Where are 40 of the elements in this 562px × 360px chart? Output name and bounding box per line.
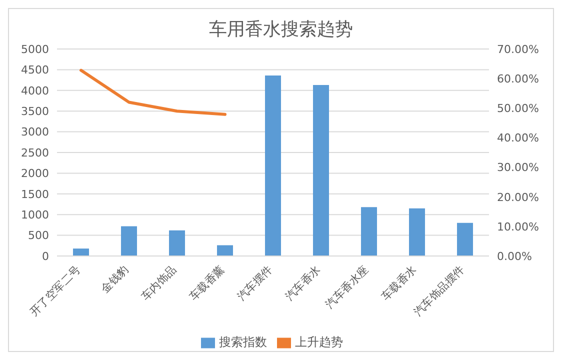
y2-tick-label: 20.00% (497, 190, 539, 204)
y2-tick-label: 70.00% (497, 42, 539, 56)
x-tick-label: 汽车香水座 (323, 262, 372, 312)
bar (121, 226, 137, 256)
y-tick-label: 5000 (21, 42, 49, 56)
bar (265, 75, 281, 256)
y-tick-label: 500 (28, 229, 49, 242)
y-tick-label: 2500 (21, 146, 49, 160)
x-tick-label: 车载香水 (378, 262, 420, 304)
y2-tick-label: 40.00% (497, 132, 539, 145)
bar (313, 85, 329, 256)
y-tick-label: 3500 (21, 105, 49, 118)
bar (457, 222, 473, 256)
legend-label: 上升趋势 (295, 335, 343, 349)
y2-tick-label: 30.00% (497, 161, 539, 174)
x-tick-label: 金钱豹 (98, 262, 132, 296)
y-tick-label: 1500 (21, 188, 49, 201)
y-tick-label: 0 (42, 250, 49, 263)
chart-title: 车用香水搜索趋势 (208, 18, 354, 41)
line-series (80, 68, 226, 116)
x-tick-label: 车内饰品 (138, 262, 180, 304)
x-tick-label: 开了空军二号 (27, 262, 84, 319)
y2-tick-label: 0.00% (497, 250, 532, 263)
y2-tick-label: 10.00% (497, 220, 539, 234)
x-tick-label: 车载香薰 (186, 262, 228, 304)
bar (217, 245, 233, 256)
y2-tick-label: 60.00% (497, 72, 539, 86)
legend-label: 搜索指数 (219, 335, 267, 349)
y-tick-label: 2000 (21, 167, 49, 180)
bar (169, 230, 185, 256)
y-tick-label: 1000 (21, 208, 49, 222)
y-tick-label: 4500 (21, 64, 49, 77)
x-tick-label: 汽车香水 (282, 262, 324, 304)
y-tick-label: 3000 (21, 126, 49, 139)
x-tick-label: 汽车摆件 (234, 262, 276, 304)
bar (361, 207, 377, 256)
y2-tick-label: 50.00% (497, 102, 539, 116)
bar (409, 208, 425, 256)
y-tick-label: 4000 (21, 84, 49, 98)
bar (73, 248, 89, 256)
